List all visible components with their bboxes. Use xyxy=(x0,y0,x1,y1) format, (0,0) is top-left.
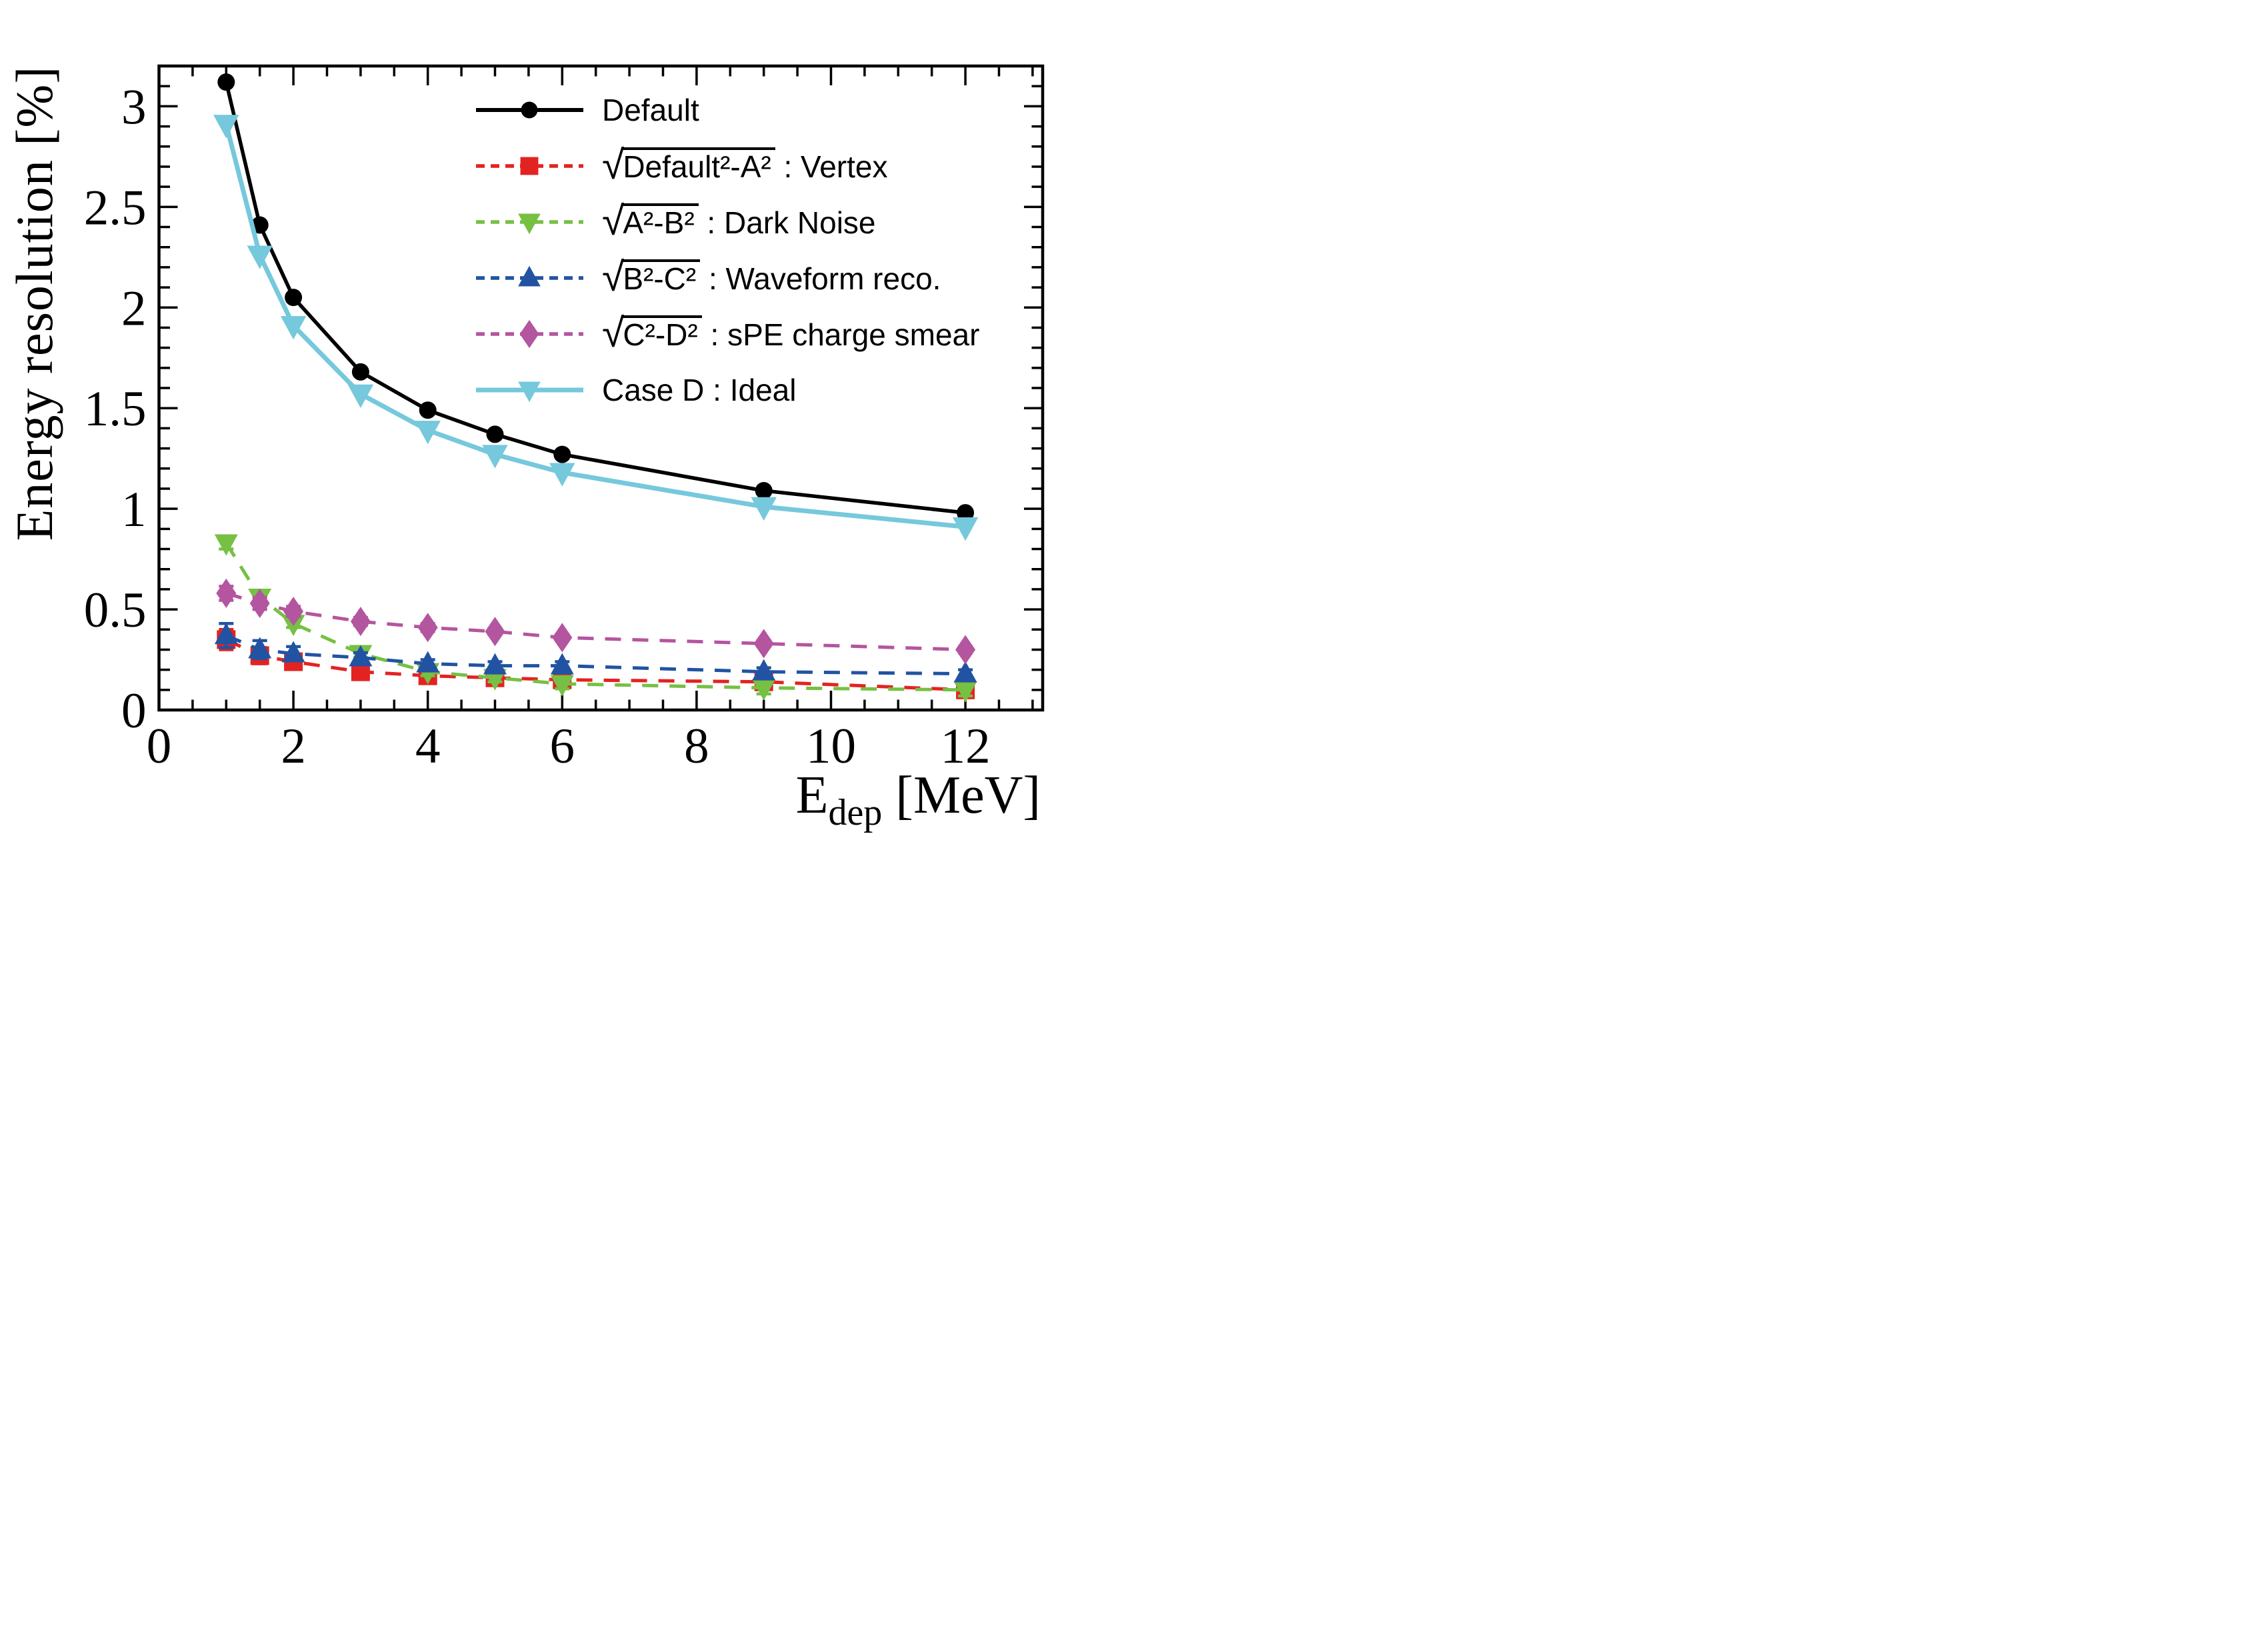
series-dark-noise xyxy=(214,534,977,703)
x-axis-title: Edep [MeV] xyxy=(796,765,1041,834)
sqrt-sign-icon: √ xyxy=(602,254,625,299)
legend-label-spe-charge-smear: √C²-D² : sPE charge smear xyxy=(602,313,980,353)
triangle-up-marker xyxy=(214,623,238,645)
triangle-down-marker xyxy=(213,115,239,139)
chart-canvas: 0 2 4 6 8 10 12 0 0.5 1 1.5 2 2.5 3 xyxy=(84,64,1045,774)
series-case-d-ideal xyxy=(213,115,979,541)
sqrt-sign-icon: √ xyxy=(602,142,625,187)
x-tick-label: 10 xyxy=(806,719,856,774)
x-axis-title-sub: dep xyxy=(828,792,883,833)
triangle-down-marker xyxy=(247,245,273,269)
legend-item-default: Default xyxy=(475,91,699,129)
diamond-marker xyxy=(350,607,371,637)
diamond-marker xyxy=(955,635,976,665)
legend-item-dark-noise: √A²-B² : Dark Noise xyxy=(475,201,876,241)
sqrt-sign-icon: √ xyxy=(602,198,625,243)
triangle-down-marker xyxy=(751,497,777,521)
circle-marker xyxy=(486,425,504,443)
legend-item-case-d-ideal: Case D : Ideal xyxy=(475,371,796,409)
legend-marker-waveform-reco xyxy=(476,265,583,287)
x-tick-label: 12 xyxy=(941,719,991,774)
diamond-marker xyxy=(485,617,505,647)
diamond-marker xyxy=(283,597,304,627)
legend-suffix: : Vertex xyxy=(775,149,888,184)
x-tick-label: 2 xyxy=(281,719,306,774)
x-tick-label: 0 xyxy=(147,719,172,774)
triangle-down-marker xyxy=(550,675,574,697)
legend-marker-vertex xyxy=(476,157,583,175)
y-tick-label: 2 xyxy=(121,281,147,336)
legend-item-waveform-reco: √B²-C² : Waveform reco. xyxy=(475,257,941,297)
circle-marker xyxy=(755,481,773,499)
diamond-marker xyxy=(417,613,438,643)
legend-suffix: : sPE charge smear xyxy=(701,317,980,352)
circle-marker xyxy=(285,289,303,307)
legend-suffix: : Waveform reco. xyxy=(700,261,941,296)
triangle-up-marker xyxy=(416,651,440,673)
sqrt-sign-icon: √ xyxy=(602,310,625,355)
triangle-down-marker xyxy=(415,421,441,445)
x-tick-label: 6 xyxy=(550,719,575,774)
diamond-marker xyxy=(552,623,573,653)
legend-marker-dark-noise xyxy=(476,213,583,235)
figure: 0 2 4 6 8 10 12 0 0.5 1 1.5 2 2.5 3 Energy resolution… xyxy=(0,0,1134,833)
triangle-up-marker xyxy=(953,661,977,683)
triangle-up-marker xyxy=(752,659,776,681)
triangle-up-marker xyxy=(349,645,373,667)
series-spe-charge-smear xyxy=(216,578,976,665)
y-tick-label: 2.5 xyxy=(84,180,147,235)
triangle-up-marker xyxy=(281,641,305,663)
legend-radicand: B²-C² xyxy=(622,259,701,295)
legend-label-vertex: √Default²-A² : Vertex xyxy=(602,145,888,185)
legend-label-dark-noise: √A²-B² : Dark Noise xyxy=(602,201,876,241)
circle-marker xyxy=(553,445,571,463)
circle-marker xyxy=(957,504,975,522)
triangle-down-marker xyxy=(214,534,238,556)
diamond-marker xyxy=(249,589,270,619)
diamond-marker xyxy=(216,578,237,608)
y-tick-label: 1.5 xyxy=(84,381,147,437)
legend-marker-default xyxy=(476,101,583,119)
triangle-down-marker xyxy=(347,384,374,408)
y-axis-title: Energy resolution [%] xyxy=(5,65,63,541)
triangle-up-marker xyxy=(483,653,507,675)
legend-item-vertex: √Default²-A² : Vertex xyxy=(475,145,888,185)
circle-marker xyxy=(351,363,369,381)
triangle-up-marker xyxy=(248,637,272,659)
triangle-down-marker xyxy=(953,681,977,703)
legend-radicand: C²-D² xyxy=(622,315,702,351)
x-axis-title-unit: [MeV] xyxy=(882,766,1041,825)
y-tick-label: 0 xyxy=(121,683,147,739)
triangle-down-marker xyxy=(952,517,979,541)
legend-label-case-d-ideal: Case D : Ideal xyxy=(602,373,797,407)
legend-marker-case-d-ideal xyxy=(476,381,583,403)
legend-item-spe-charge-smear: √C²-D² : sPE charge smear xyxy=(475,313,980,353)
x-tick-label: 8 xyxy=(684,719,709,774)
triangle-up-marker xyxy=(550,653,574,675)
y-tick-label: 1 xyxy=(121,482,147,537)
circle-marker xyxy=(419,401,437,419)
triangle-down-marker xyxy=(752,679,776,701)
triangle-down-marker xyxy=(483,669,507,691)
x-axis-title-main: E xyxy=(795,766,829,825)
y-tick-label: 3 xyxy=(121,79,147,135)
legend-suffix: : Dark Noise xyxy=(698,205,876,240)
x-tick-label: 4 xyxy=(415,719,441,774)
diamond-marker xyxy=(753,629,774,659)
triangle-down-marker xyxy=(549,463,575,487)
series-waveform-reco xyxy=(214,621,977,683)
series-line-spe-charge-smear xyxy=(225,591,966,651)
circle-marker xyxy=(217,73,235,91)
y-tick-label: 0.5 xyxy=(84,583,147,638)
triangle-down-marker xyxy=(280,316,307,340)
triangle-down-marker xyxy=(482,445,508,469)
legend-label-waveform-reco: √B²-C² : Waveform reco. xyxy=(602,257,941,297)
series-default xyxy=(217,73,975,522)
legend-marker-spe-charge-smear xyxy=(476,319,583,349)
legend-label-default: Default xyxy=(602,93,699,127)
legend-radicand: Default²-A² xyxy=(622,147,775,183)
legend-radicand: A²-B² xyxy=(622,203,699,239)
